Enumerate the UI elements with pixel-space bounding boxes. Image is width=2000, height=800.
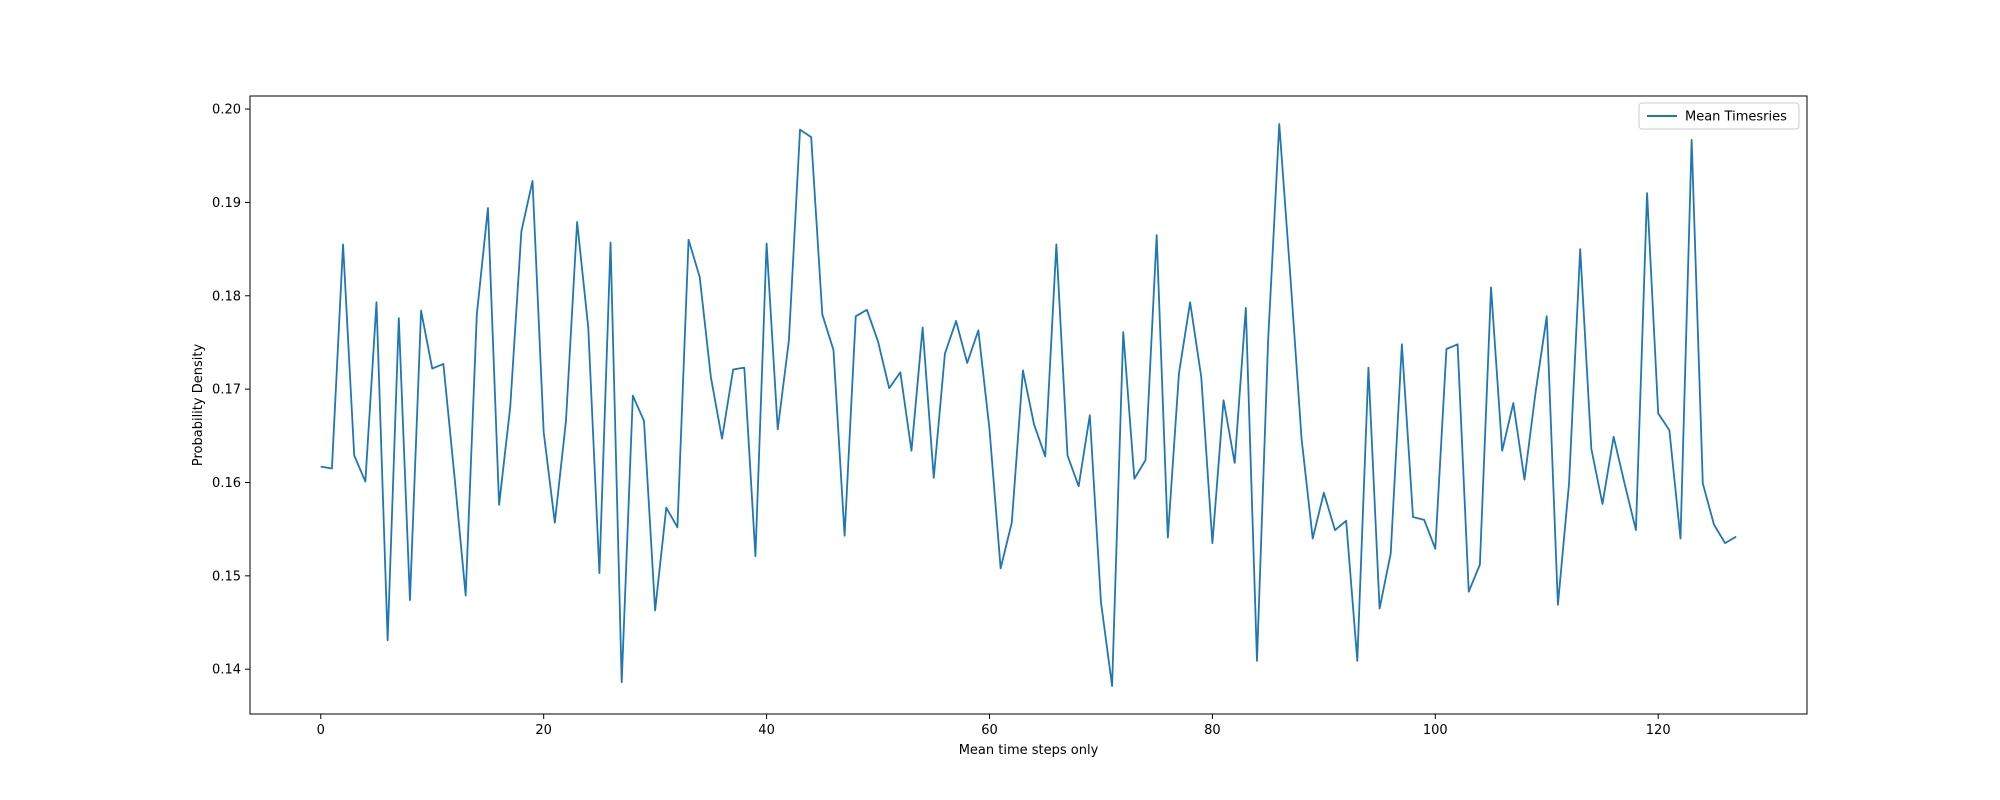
x-tick-label: 40 bbox=[758, 723, 775, 738]
x-axis-label: Mean time steps only bbox=[959, 743, 1099, 758]
y-axis-label: Probability Density bbox=[191, 344, 206, 467]
series-line-0 bbox=[320, 123, 1737, 687]
series-lines bbox=[320, 123, 1737, 687]
x-tick-label: 120 bbox=[1646, 723, 1671, 738]
y-tick-label: 0.15 bbox=[212, 569, 241, 584]
x-tick-label: 0 bbox=[317, 723, 325, 738]
legend: Mean Timesries bbox=[1638, 102, 1800, 130]
y-tick-label: 0.19 bbox=[212, 196, 241, 211]
plot-frame bbox=[249, 95, 1808, 715]
x-tick-label: 20 bbox=[535, 723, 552, 738]
y-tick-label: 0.17 bbox=[212, 383, 241, 398]
legend-box bbox=[1638, 102, 1800, 130]
x-tick-label: 80 bbox=[1204, 723, 1221, 738]
axis-ticks: 0 20 40 60 80 100 120 0.14 0.15 0.16 0.17 0.18 0.19 0… bbox=[212, 103, 1671, 738]
y-tick-label: 0.16 bbox=[212, 476, 241, 491]
legend-label: Mean Timesries bbox=[1685, 110, 1787, 125]
x-tick-label: 60 bbox=[981, 723, 998, 738]
y-tick-label: 0.20 bbox=[212, 103, 241, 118]
y-tick-label: 0.18 bbox=[212, 289, 241, 304]
x-tick-label: 100 bbox=[1423, 723, 1448, 738]
y-tick-label: 0.14 bbox=[212, 663, 241, 678]
